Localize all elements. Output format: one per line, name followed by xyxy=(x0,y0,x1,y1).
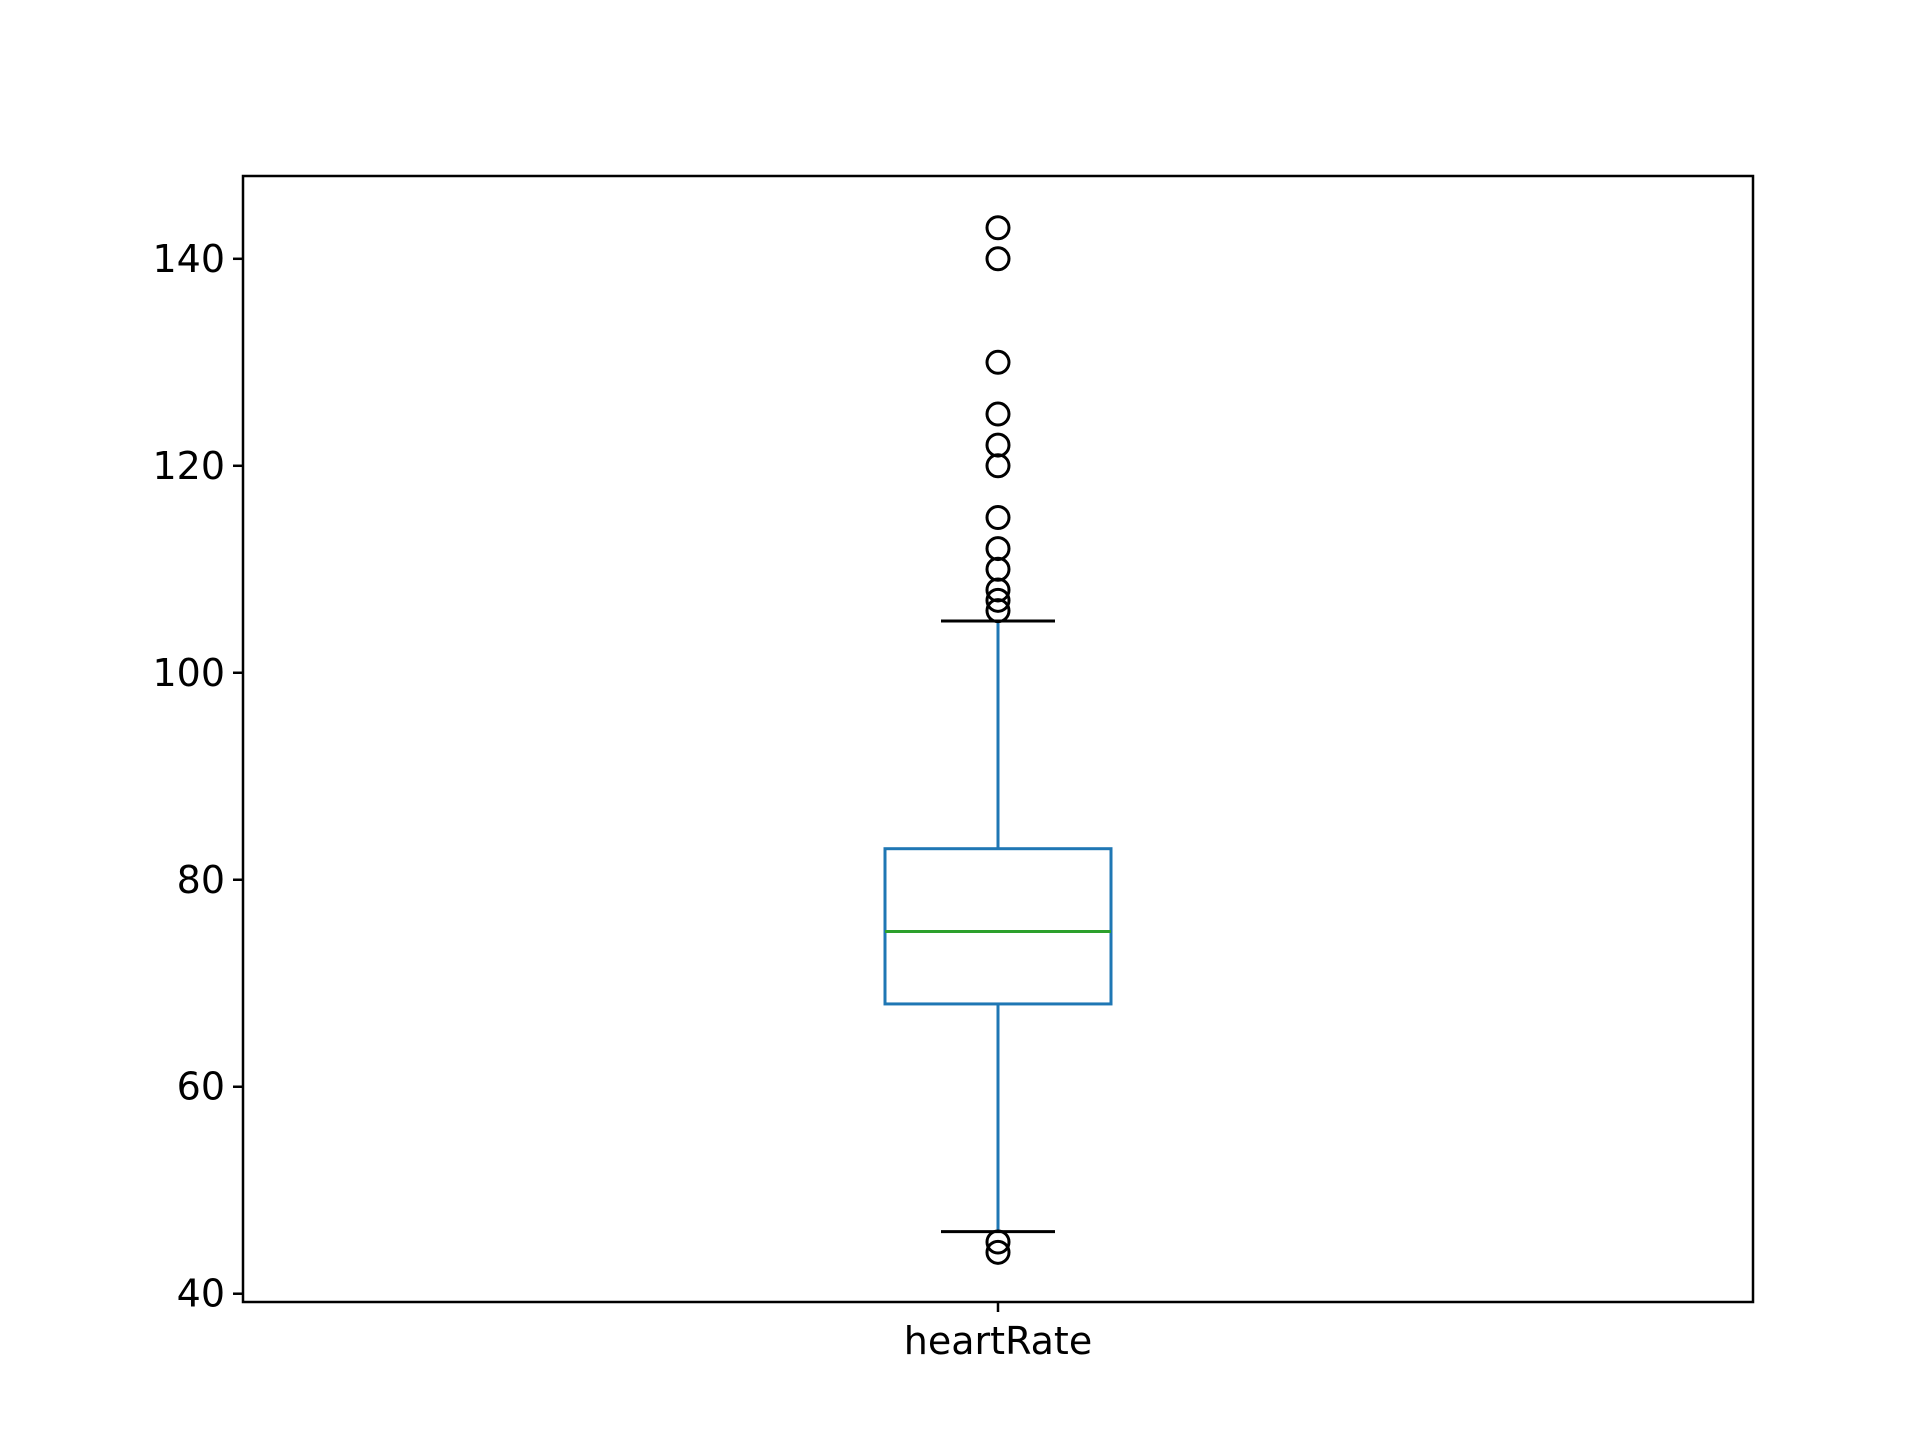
outlier-point xyxy=(985,349,1011,375)
outlier-point xyxy=(985,246,1011,272)
outlier-point xyxy=(985,587,1011,613)
outlier-point xyxy=(985,432,1011,458)
y-tick-label: 140 xyxy=(152,237,225,281)
y-tick-label: 40 xyxy=(177,1272,225,1316)
y-tick-label: 120 xyxy=(152,444,225,488)
outlier-point xyxy=(985,505,1011,531)
plot-area xyxy=(883,215,1113,1265)
outlier-point xyxy=(985,1239,1011,1265)
x-axis: heartRate xyxy=(904,1302,1092,1363)
x-tick-label: heartRate xyxy=(904,1319,1092,1363)
y-tick-label: 60 xyxy=(177,1065,225,1109)
outlier-point xyxy=(985,453,1011,479)
outlier-point xyxy=(985,401,1011,427)
outlier-point xyxy=(985,598,1011,624)
outlier-point xyxy=(985,536,1011,562)
outlier-point xyxy=(985,556,1011,582)
y-tick-label: 100 xyxy=(152,651,225,695)
y-tick-label: 80 xyxy=(177,858,225,902)
outlier-point xyxy=(985,215,1011,241)
iqr-box xyxy=(883,847,1113,1006)
y-axis: 40 60 80 100 120 140 xyxy=(152,237,243,1316)
outlier-point xyxy=(985,1229,1011,1255)
